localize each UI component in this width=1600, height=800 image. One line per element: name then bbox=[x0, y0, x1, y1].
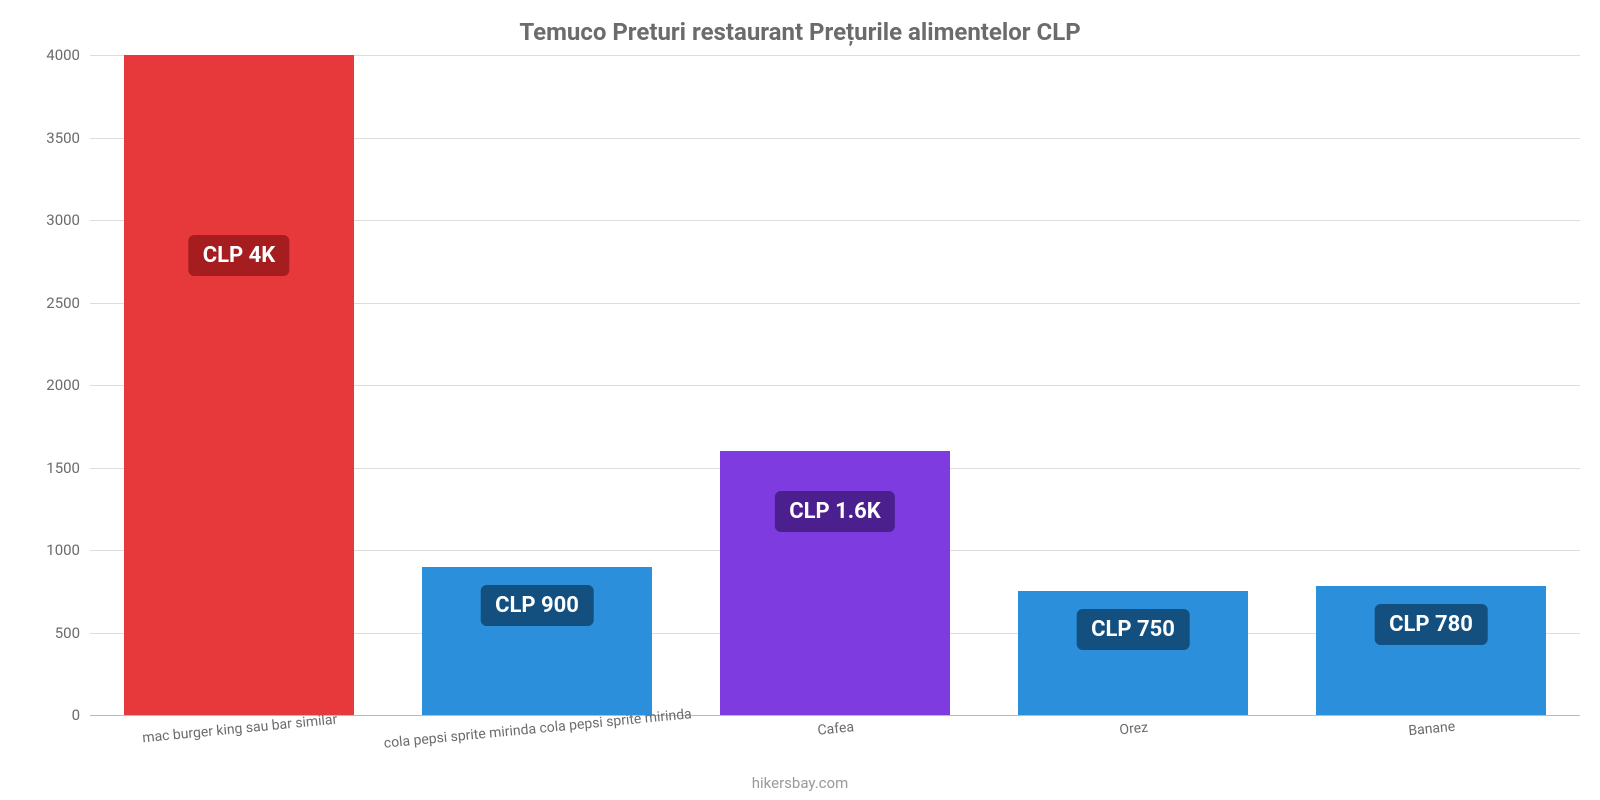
y-tick-label: 1500 bbox=[46, 459, 80, 477]
chart-title: Temuco Preturi restaurant Prețurile alim… bbox=[519, 18, 1080, 46]
y-tick-label: 500 bbox=[55, 624, 80, 642]
plot-area: 05001000150020002500300035004000CLP 4Kma… bbox=[90, 55, 1580, 715]
x-tick-label: mac burger king sau bar similar bbox=[142, 712, 338, 747]
value-badge: CLP 4K bbox=[188, 235, 289, 276]
y-tick-label: 1000 bbox=[46, 541, 80, 559]
attribution: hikersbay.com bbox=[752, 774, 848, 792]
value-badge: CLP 750 bbox=[1077, 609, 1190, 650]
y-tick-label: 0 bbox=[72, 706, 80, 724]
x-tick-label: Cafea bbox=[817, 719, 855, 738]
value-badge: CLP 900 bbox=[481, 585, 594, 626]
y-tick-label: 2000 bbox=[46, 376, 80, 394]
y-tick-label: 2500 bbox=[46, 294, 80, 312]
y-tick-label: 3000 bbox=[46, 211, 80, 229]
bar bbox=[124, 55, 353, 715]
x-tick-label: Banane bbox=[1408, 719, 1456, 739]
x-tick-label: Orez bbox=[1119, 720, 1149, 739]
y-tick-label: 4000 bbox=[46, 46, 80, 64]
value-badge: CLP 780 bbox=[1375, 604, 1488, 645]
value-badge: CLP 1.6K bbox=[775, 491, 895, 532]
y-tick-label: 3500 bbox=[46, 129, 80, 147]
